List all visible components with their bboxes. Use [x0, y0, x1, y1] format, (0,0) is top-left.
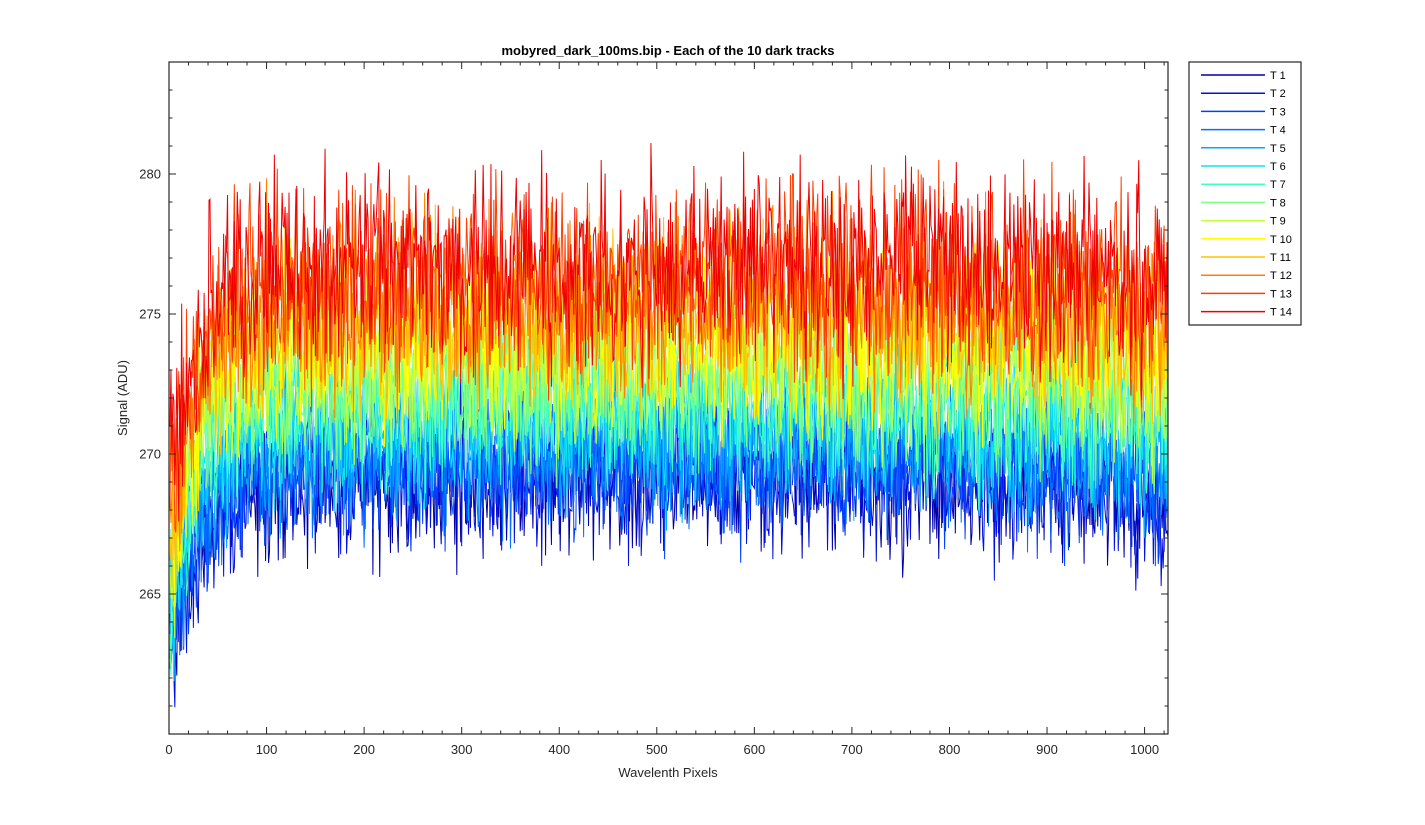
legend-box	[1188, 61, 1302, 326]
legend-label-10: T 10	[1270, 234, 1292, 246]
x-tick-label: 1000	[1130, 742, 1159, 757]
legend-label-11: T 11	[1270, 252, 1291, 264]
legend-label-8: T 8	[1270, 197, 1286, 209]
x-tick-label: 200	[353, 742, 375, 757]
legend-label-2: T 2	[1270, 88, 1286, 100]
legend-label-12: T 12	[1270, 270, 1292, 282]
legend-label-13: T 13	[1270, 288, 1292, 300]
x-axis-label: Wavelenth Pixels	[618, 765, 718, 780]
y-tick-label: 265	[139, 587, 161, 602]
x-tick-label: 700	[841, 742, 863, 757]
x-axis-ticks: 0 100 200 300 400 500 600 700 800 900 1000	[165, 62, 1165, 757]
x-tick-label: 500	[646, 742, 668, 757]
x-tick-label: 0	[165, 742, 172, 757]
x-tick-label: 300	[451, 742, 473, 757]
y-tick-label: 280	[139, 167, 161, 182]
x-tick-label: 400	[548, 742, 570, 757]
x-tick-label: 900	[1036, 742, 1058, 757]
chart-title: mobyred_dark_100ms.bip - Each of the 10 …	[501, 43, 834, 58]
legend-label-3: T 3	[1270, 106, 1286, 118]
legend-items: T 1 T 2 T 3 T 4 T 5 T 6 T 7 T 8 T 9 T 10 T 11 T 12 T…	[1201, 70, 1292, 319]
y-axis-label: Signal (ADU)	[115, 360, 130, 436]
x-tick-label: 800	[939, 742, 961, 757]
legend: T 1 T 2 T 3 T 4 T 5 T 6 T 7 T 8 T 9 T 10 T 11 T 12 T…	[1188, 61, 1302, 326]
x-tick-label: 600	[744, 742, 766, 757]
y-axis-ticks: 265 270 275 280	[139, 89, 1168, 707]
legend-label-9: T 9	[1270, 216, 1286, 228]
y-tick-label: 270	[139, 447, 161, 462]
legend-label-7: T 7	[1270, 179, 1286, 191]
series-group	[169, 143, 1168, 708]
series-line-14	[169, 143, 1168, 522]
x-tick-label: 100	[256, 742, 278, 757]
y-tick-label: 275	[139, 307, 161, 322]
legend-label-14: T 14	[1270, 307, 1292, 319]
legend-label-1: T 1	[1270, 70, 1286, 82]
legend-label-5: T 5	[1270, 143, 1286, 155]
plot-area: 0 100 200 300 400 500 600 700 800 900 1000 2652702…	[139, 61, 1169, 757]
legend-label-6: T 6	[1270, 161, 1286, 173]
legend-label-4: T 4	[1270, 125, 1286, 137]
